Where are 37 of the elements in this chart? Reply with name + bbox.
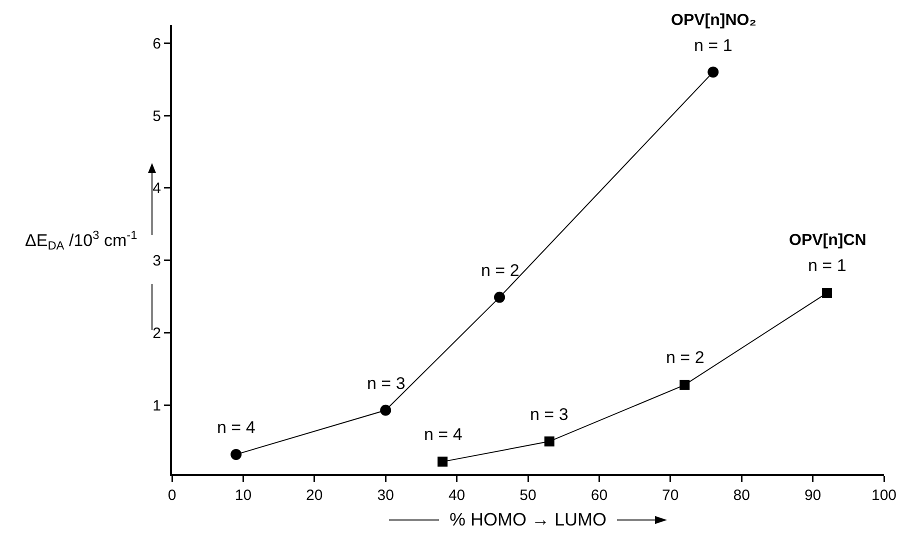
x-tick-label: 40 xyxy=(448,487,466,504)
annotation: n = 4 xyxy=(217,418,256,437)
x-tick-label: 60 xyxy=(590,487,608,504)
x-tick-label: 20 xyxy=(306,487,323,504)
point xyxy=(438,456,448,467)
point xyxy=(230,448,242,460)
point xyxy=(680,380,690,390)
annotation: n = 1 xyxy=(808,256,846,275)
x-tick-label: 0 xyxy=(168,487,176,504)
point xyxy=(708,66,719,78)
y-tick-label: 3 xyxy=(152,252,161,270)
annotation: n = 3 xyxy=(367,374,406,393)
point xyxy=(494,292,506,303)
x-tick-label: 10 xyxy=(234,487,252,504)
annotation: n = 3 xyxy=(530,405,568,424)
y-tick-label: 2 xyxy=(152,325,161,342)
x-tick-label: 80 xyxy=(733,487,750,504)
y-tick-label: 4 xyxy=(152,180,161,198)
point xyxy=(544,436,554,446)
y-tick-label: 5 xyxy=(152,108,161,125)
annotation: n = 2 xyxy=(666,348,704,367)
annotation: n = 1 xyxy=(694,36,732,55)
y-tick-label: 6 xyxy=(152,35,161,52)
annotation: n = 4 xyxy=(424,425,462,444)
y-tick-label: 1 xyxy=(152,397,161,414)
x-tick-label: 70 xyxy=(662,487,679,504)
x-tick-label: 100 xyxy=(871,487,897,504)
point xyxy=(822,288,832,298)
text: OPV[n]CN xyxy=(789,232,866,249)
annotation: n = 2 xyxy=(481,261,520,280)
x-tick-label: 90 xyxy=(804,487,822,504)
x-tick-label: 50 xyxy=(520,487,536,504)
text: OPV[n]NO₂ xyxy=(671,12,756,29)
y-axis-title: ΔE$_{DA}$ /10$^{3}$ cm$^{-1}$ xyxy=(25,228,138,253)
x-axis-title: % HOMO → LUMO xyxy=(449,510,607,530)
point xyxy=(380,404,392,416)
x-tick-label: 30 xyxy=(377,487,394,504)
